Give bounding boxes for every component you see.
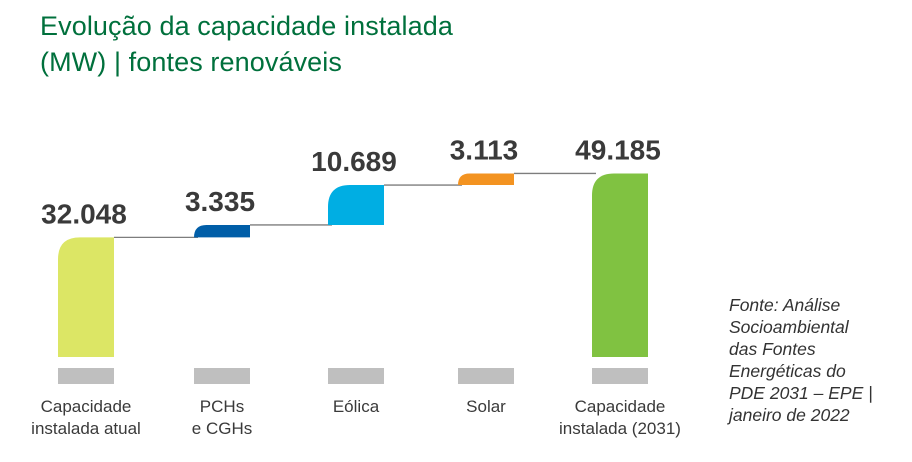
source-line-1: Fonte: Análise (729, 295, 841, 315)
category-label-2: PCHs (200, 397, 244, 416)
source-line-2: Socioambiental (729, 317, 849, 337)
chart-title-line-1: Evolução da capacidade instalada (40, 11, 453, 41)
source-line-3: das Fontes (729, 339, 816, 359)
value-label-2: 3.335 (185, 186, 255, 217)
category-tick-5 (592, 368, 648, 384)
category-tick-4 (458, 368, 514, 384)
value-label-1: 32.048 (41, 198, 127, 229)
bar-4 (458, 173, 514, 186)
bar-5 (592, 173, 648, 357)
category-label-3: Eólica (333, 397, 380, 416)
category-label-5: instalada (2031) (559, 419, 681, 438)
chart-title: Evolução da capacidade instalada (MW) | … (40, 8, 453, 80)
source-line-6: janeiro de 2022 (729, 405, 850, 425)
source-line-5: PDE 2031 – EPE | (729, 383, 873, 403)
value-label-5: 49.185 (575, 134, 661, 165)
category-label-1: instalada atual (31, 419, 141, 438)
category-label-1: Capacidade (41, 397, 132, 416)
chart-title-line-2: (MW) | fontes renováveis (40, 47, 342, 77)
category-label-2: e CGHs (192, 419, 252, 438)
value-label-4: 3.113 (450, 134, 519, 165)
bar-1 (58, 237, 114, 357)
source-note: Fonte: Análise Socioambiental das Fontes… (729, 294, 904, 426)
category-tick-3 (328, 368, 384, 384)
source-line-4: Energéticas do (729, 361, 846, 381)
bar-2 (194, 224, 250, 238)
category-tick-1 (58, 368, 114, 384)
value-label-3: 10.689 (311, 146, 397, 177)
category-tick-2 (194, 368, 250, 384)
bar-3 (328, 185, 384, 225)
category-label-5: Capacidade (575, 397, 666, 416)
category-label-4: Solar (466, 397, 506, 416)
